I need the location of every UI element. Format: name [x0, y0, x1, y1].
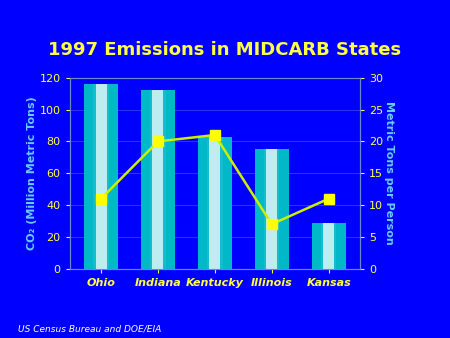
Bar	[198, 137, 232, 269]
Bar	[207, 137, 223, 269]
Bar	[264, 149, 279, 269]
Bar	[107, 84, 111, 269]
Text: US Census Bureau and DOE/EIA: US Census Bureau and DOE/EIA	[18, 324, 161, 333]
Bar	[141, 91, 175, 269]
Bar	[312, 222, 346, 269]
Bar	[163, 91, 167, 269]
Bar	[205, 137, 209, 269]
Bar	[262, 149, 266, 269]
Text: 1997 Emissions in MIDCARB States: 1997 Emissions in MIDCARB States	[49, 41, 401, 59]
Bar	[84, 84, 118, 269]
Bar	[277, 149, 281, 269]
Bar	[150, 91, 166, 269]
Bar	[93, 84, 109, 269]
Y-axis label: Metric Tons per Person: Metric Tons per Person	[384, 101, 394, 245]
Bar	[319, 222, 323, 269]
Bar	[220, 137, 225, 269]
Bar	[255, 149, 289, 269]
Bar	[91, 84, 95, 269]
Bar	[334, 222, 338, 269]
Bar	[148, 91, 153, 269]
Y-axis label: CO₂ (Million Metric Tons): CO₂ (Million Metric Tons)	[27, 96, 37, 250]
Bar	[321, 222, 337, 269]
